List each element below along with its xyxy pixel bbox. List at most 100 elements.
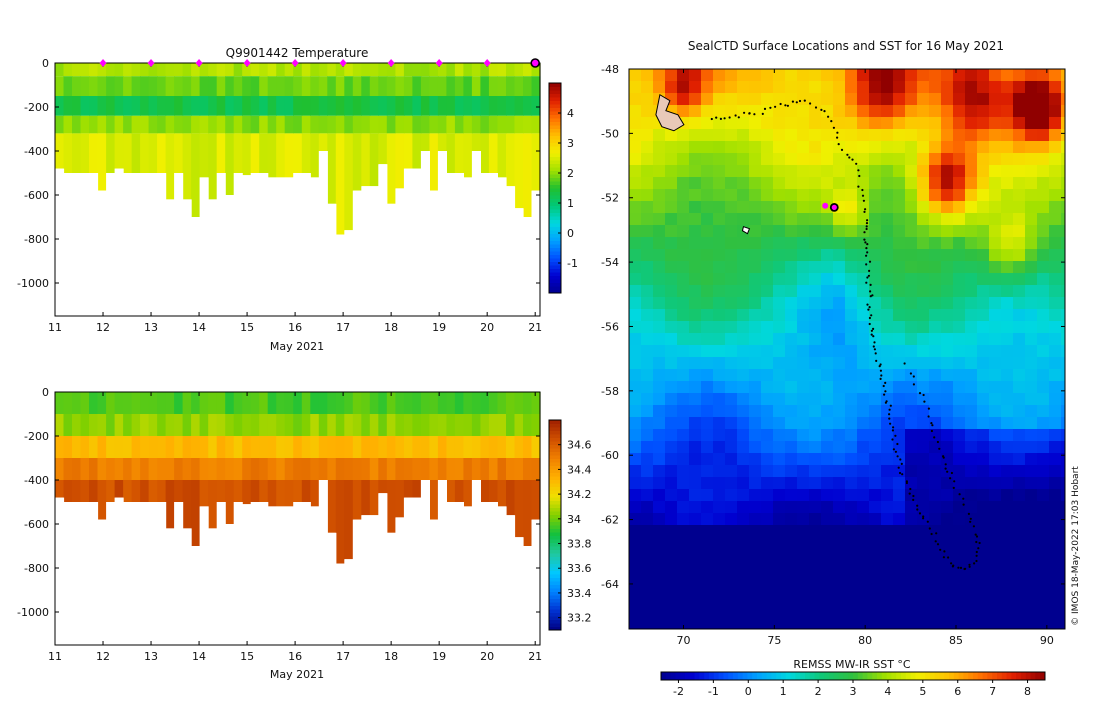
no-data-cell [267,177,277,316]
section-cell [514,480,524,538]
sst-cell [857,201,870,214]
sst-cell [797,585,810,598]
sst-cell [941,369,954,382]
colorbar-swatch [665,672,672,680]
section-cell [114,115,124,134]
section-cell [412,458,422,480]
colorbar-swatch [886,672,892,680]
sst-cell [809,381,822,394]
sst-cell [857,105,870,118]
sst-cell [917,117,930,130]
section-cell [63,392,73,414]
sst-cell [845,609,858,622]
section-cell [242,480,252,505]
colorbar-swatch [896,672,902,680]
section-cell [114,480,124,498]
section-cell [259,133,269,173]
track-point [795,101,798,104]
section-cell [276,115,286,134]
sst-cell [1001,609,1014,622]
no-data-cell [284,177,294,316]
colorbar-tick-label: -2 [673,685,684,698]
section-cell [327,414,337,436]
section-cell [191,480,201,546]
no-data-cell [106,502,116,645]
sst-cell [689,117,702,130]
section-cell [157,480,167,502]
track-point [977,547,980,550]
profile-marker [99,59,107,67]
sst-cell [713,453,726,466]
sst-cell [977,261,990,274]
sst-cell [905,69,918,82]
section-cell [335,115,345,134]
sst-cell [773,117,786,130]
sst-cell [665,525,678,538]
sst-cell [809,273,822,286]
colorbar-swatch [549,612,561,617]
sst-cell [713,321,726,334]
sst-cell [893,69,906,82]
sst-cell [713,369,726,382]
sst-cell [893,117,906,130]
colorbar-swatch [549,146,561,150]
sst-cell [869,405,882,418]
sst-cell [1049,249,1062,262]
colorbar-tick-label: 2 [567,167,574,180]
sst-cell [785,153,798,166]
section-cell [72,133,82,173]
sst-cell [641,213,654,226]
sst-cell [869,69,882,82]
sst-cell [749,405,762,418]
sst-cell [881,429,894,442]
sst-cell [749,297,762,310]
section-cell [250,414,260,436]
section-cell [72,392,82,414]
colorbar-swatch [709,672,715,680]
salinity-no-data-mask [55,480,541,645]
no-data-cell [446,173,456,316]
section-cell [293,436,303,458]
section-cell [471,436,481,458]
track-point [931,424,934,427]
sst-cell [833,213,846,226]
sst-cell [869,177,882,190]
sst-cell [1013,621,1026,630]
track-point [870,314,873,317]
sst-cell [665,465,678,478]
sst-cell [1061,561,1066,574]
sst-cell [1001,261,1014,274]
section-cell [369,458,379,480]
section-cell [361,414,371,436]
sst-cell [845,153,858,166]
section-cell [259,96,269,116]
sst-cell [965,141,978,154]
sst-cell [953,249,966,262]
sst-cell [629,561,642,574]
sst-cell [833,585,846,598]
track-point [836,131,839,134]
colorbar-swatch [549,261,561,266]
sst-cell [881,561,894,574]
sst-cell [893,417,906,430]
sst-cell [665,189,678,202]
sst-cell [665,321,678,334]
section-cell [344,392,354,414]
sst-cell [629,309,642,322]
sst-cell [1001,621,1014,630]
sst-cell [893,477,906,490]
sst-cell [809,153,822,166]
section-cell [131,133,141,173]
sst-cell [857,381,870,394]
no-data-cell [386,532,396,645]
sst-cell [761,513,774,526]
sst-cell [653,165,666,178]
sst-cell [797,441,810,454]
sst-cell [977,501,990,514]
sst-cell [917,429,930,442]
sst-cell [893,453,906,466]
section-cell [284,76,294,96]
section-cell [233,458,243,480]
sst-cell [773,441,786,454]
sst-cell [653,201,666,214]
